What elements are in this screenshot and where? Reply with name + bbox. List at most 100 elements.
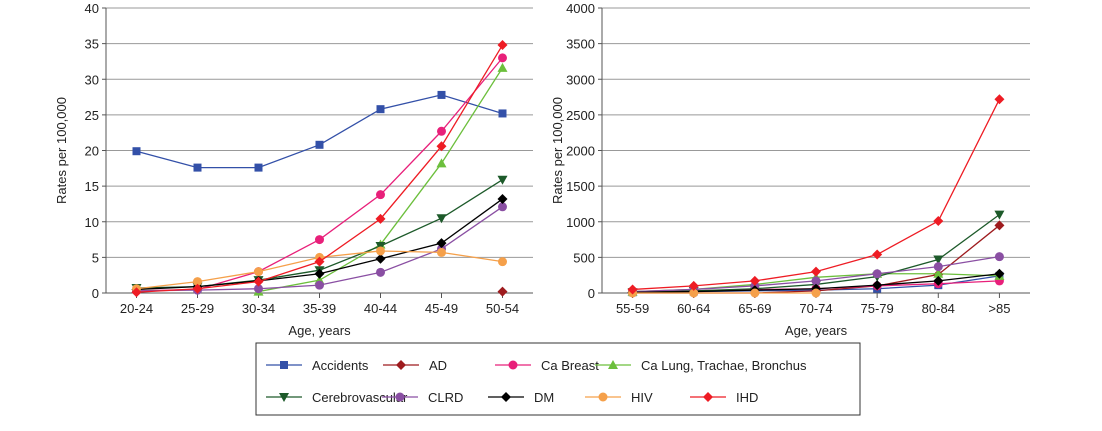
legend-label: Ca Breast xyxy=(541,358,599,373)
legend-label: Cerebrovascular xyxy=(312,390,408,405)
data-point xyxy=(376,190,385,200)
y-tick-label: 15 xyxy=(85,179,99,194)
data-point xyxy=(436,158,447,168)
x-tick-label: 75-79 xyxy=(861,301,894,316)
data-point xyxy=(315,235,324,245)
data-point xyxy=(872,280,883,291)
y-tick-label: 2000 xyxy=(566,144,595,159)
data-point xyxy=(497,175,508,185)
data-point xyxy=(933,216,944,227)
y-tick-label: 500 xyxy=(573,250,595,265)
data-point xyxy=(933,268,944,278)
data-point xyxy=(437,126,446,136)
legend-item: Accidents xyxy=(266,358,369,373)
y-tick-label: 2500 xyxy=(566,108,595,123)
legend-item: CLRD xyxy=(382,390,463,405)
legend-label: AD xyxy=(429,358,447,373)
y-tick-label: 0 xyxy=(588,286,595,301)
data-point xyxy=(315,280,324,290)
data-point xyxy=(811,276,821,286)
y-tick-label: 10 xyxy=(85,215,99,230)
data-point xyxy=(376,246,385,256)
y-tick-label: 30 xyxy=(85,72,99,87)
data-point xyxy=(497,193,508,204)
data-point xyxy=(994,94,1005,105)
x-tick-label: 35-39 xyxy=(303,301,336,316)
y-tick-label: 0 xyxy=(92,286,99,301)
series-ihd xyxy=(627,94,1005,295)
chart-panel-2: 0 500 1000 1500 2000 2500 3000 3500 4000 55-59 60-… xyxy=(550,1,1030,338)
data-point xyxy=(375,253,386,264)
x-tick-label: 45-49 xyxy=(425,301,458,316)
y-axis-label: Rates per 100,000 xyxy=(54,97,69,204)
data-point xyxy=(375,213,386,224)
legend: Accidents AD Ca Breast Ca Lung, Trachae, Br… xyxy=(255,342,861,416)
legend-marker xyxy=(598,392,608,402)
series-clrd xyxy=(132,202,507,296)
x-tick-label: 60-64 xyxy=(677,301,710,316)
legend-marker xyxy=(395,392,405,402)
series-line xyxy=(632,98,1001,291)
x-tick-label: 80-84 xyxy=(922,301,955,316)
legend-item: HIV xyxy=(585,390,653,405)
data-point xyxy=(254,163,263,172)
legend-box xyxy=(255,342,861,416)
y-tick-label: 1000 xyxy=(566,215,595,230)
legend-item: Ca Breast xyxy=(495,358,599,373)
data-point xyxy=(437,247,446,257)
data-point xyxy=(314,268,325,279)
legend-marker xyxy=(703,392,713,402)
data-point xyxy=(192,283,203,294)
data-point xyxy=(872,249,883,260)
data-point xyxy=(994,220,1005,231)
data-point xyxy=(437,90,446,99)
x-tick-label: 55-59 xyxy=(616,301,649,316)
legend-marker xyxy=(501,392,511,402)
y-tick-label: 40 xyxy=(85,1,99,16)
x-tick-label: 65-69 xyxy=(738,301,771,316)
x-tick-label: 25-29 xyxy=(181,301,214,316)
x-tick-label: 40-44 xyxy=(364,301,397,316)
x-axis-label: Age, years xyxy=(785,323,848,338)
data-point xyxy=(436,238,447,249)
series-accidents xyxy=(132,90,507,172)
data-point xyxy=(498,257,507,267)
data-point xyxy=(315,140,324,149)
data-point xyxy=(376,267,385,277)
data-point xyxy=(689,288,699,298)
chart-panel-1: 0 5 10 15 20 25 30 35 40 20-24 25-29 30-34 35-39 40-4… xyxy=(54,1,533,338)
x-axis-label: Age, years xyxy=(288,323,351,338)
data-point xyxy=(132,147,141,156)
data-point xyxy=(627,284,638,295)
x-tick-label: 30-34 xyxy=(242,301,275,316)
legend-item: AD xyxy=(383,358,447,373)
y-tick-label: 5 xyxy=(92,250,99,265)
legend-label: Accidents xyxy=(312,358,369,373)
data-point xyxy=(193,277,202,287)
data-point xyxy=(933,262,943,272)
x-tick-label: 20-24 xyxy=(120,301,153,316)
legend-marker xyxy=(280,361,288,369)
y-tick-label: 3000 xyxy=(566,72,595,87)
y-tick-label: 20 xyxy=(85,144,99,159)
data-point xyxy=(314,256,325,267)
y-tick-label: 4000 xyxy=(566,1,595,16)
data-point xyxy=(994,268,1005,279)
legend-marker xyxy=(396,360,406,370)
legend-label: Ca Lung, Trachae, Bronchus xyxy=(641,358,807,373)
y-tick-label: 1500 xyxy=(566,179,595,194)
legend-marker xyxy=(279,393,289,402)
data-point xyxy=(933,275,944,286)
data-point xyxy=(497,62,508,72)
data-point xyxy=(436,141,447,152)
legend-label: IHD xyxy=(736,390,758,405)
x-tick-label: 70-74 xyxy=(799,301,832,316)
y-tick-label: 3500 xyxy=(566,37,595,52)
data-point xyxy=(498,109,507,118)
data-point xyxy=(811,288,821,298)
series-line xyxy=(136,94,503,169)
legend-marker xyxy=(508,360,518,370)
data-point xyxy=(811,266,821,277)
data-point xyxy=(498,202,507,212)
legend-label: DM xyxy=(534,390,554,405)
